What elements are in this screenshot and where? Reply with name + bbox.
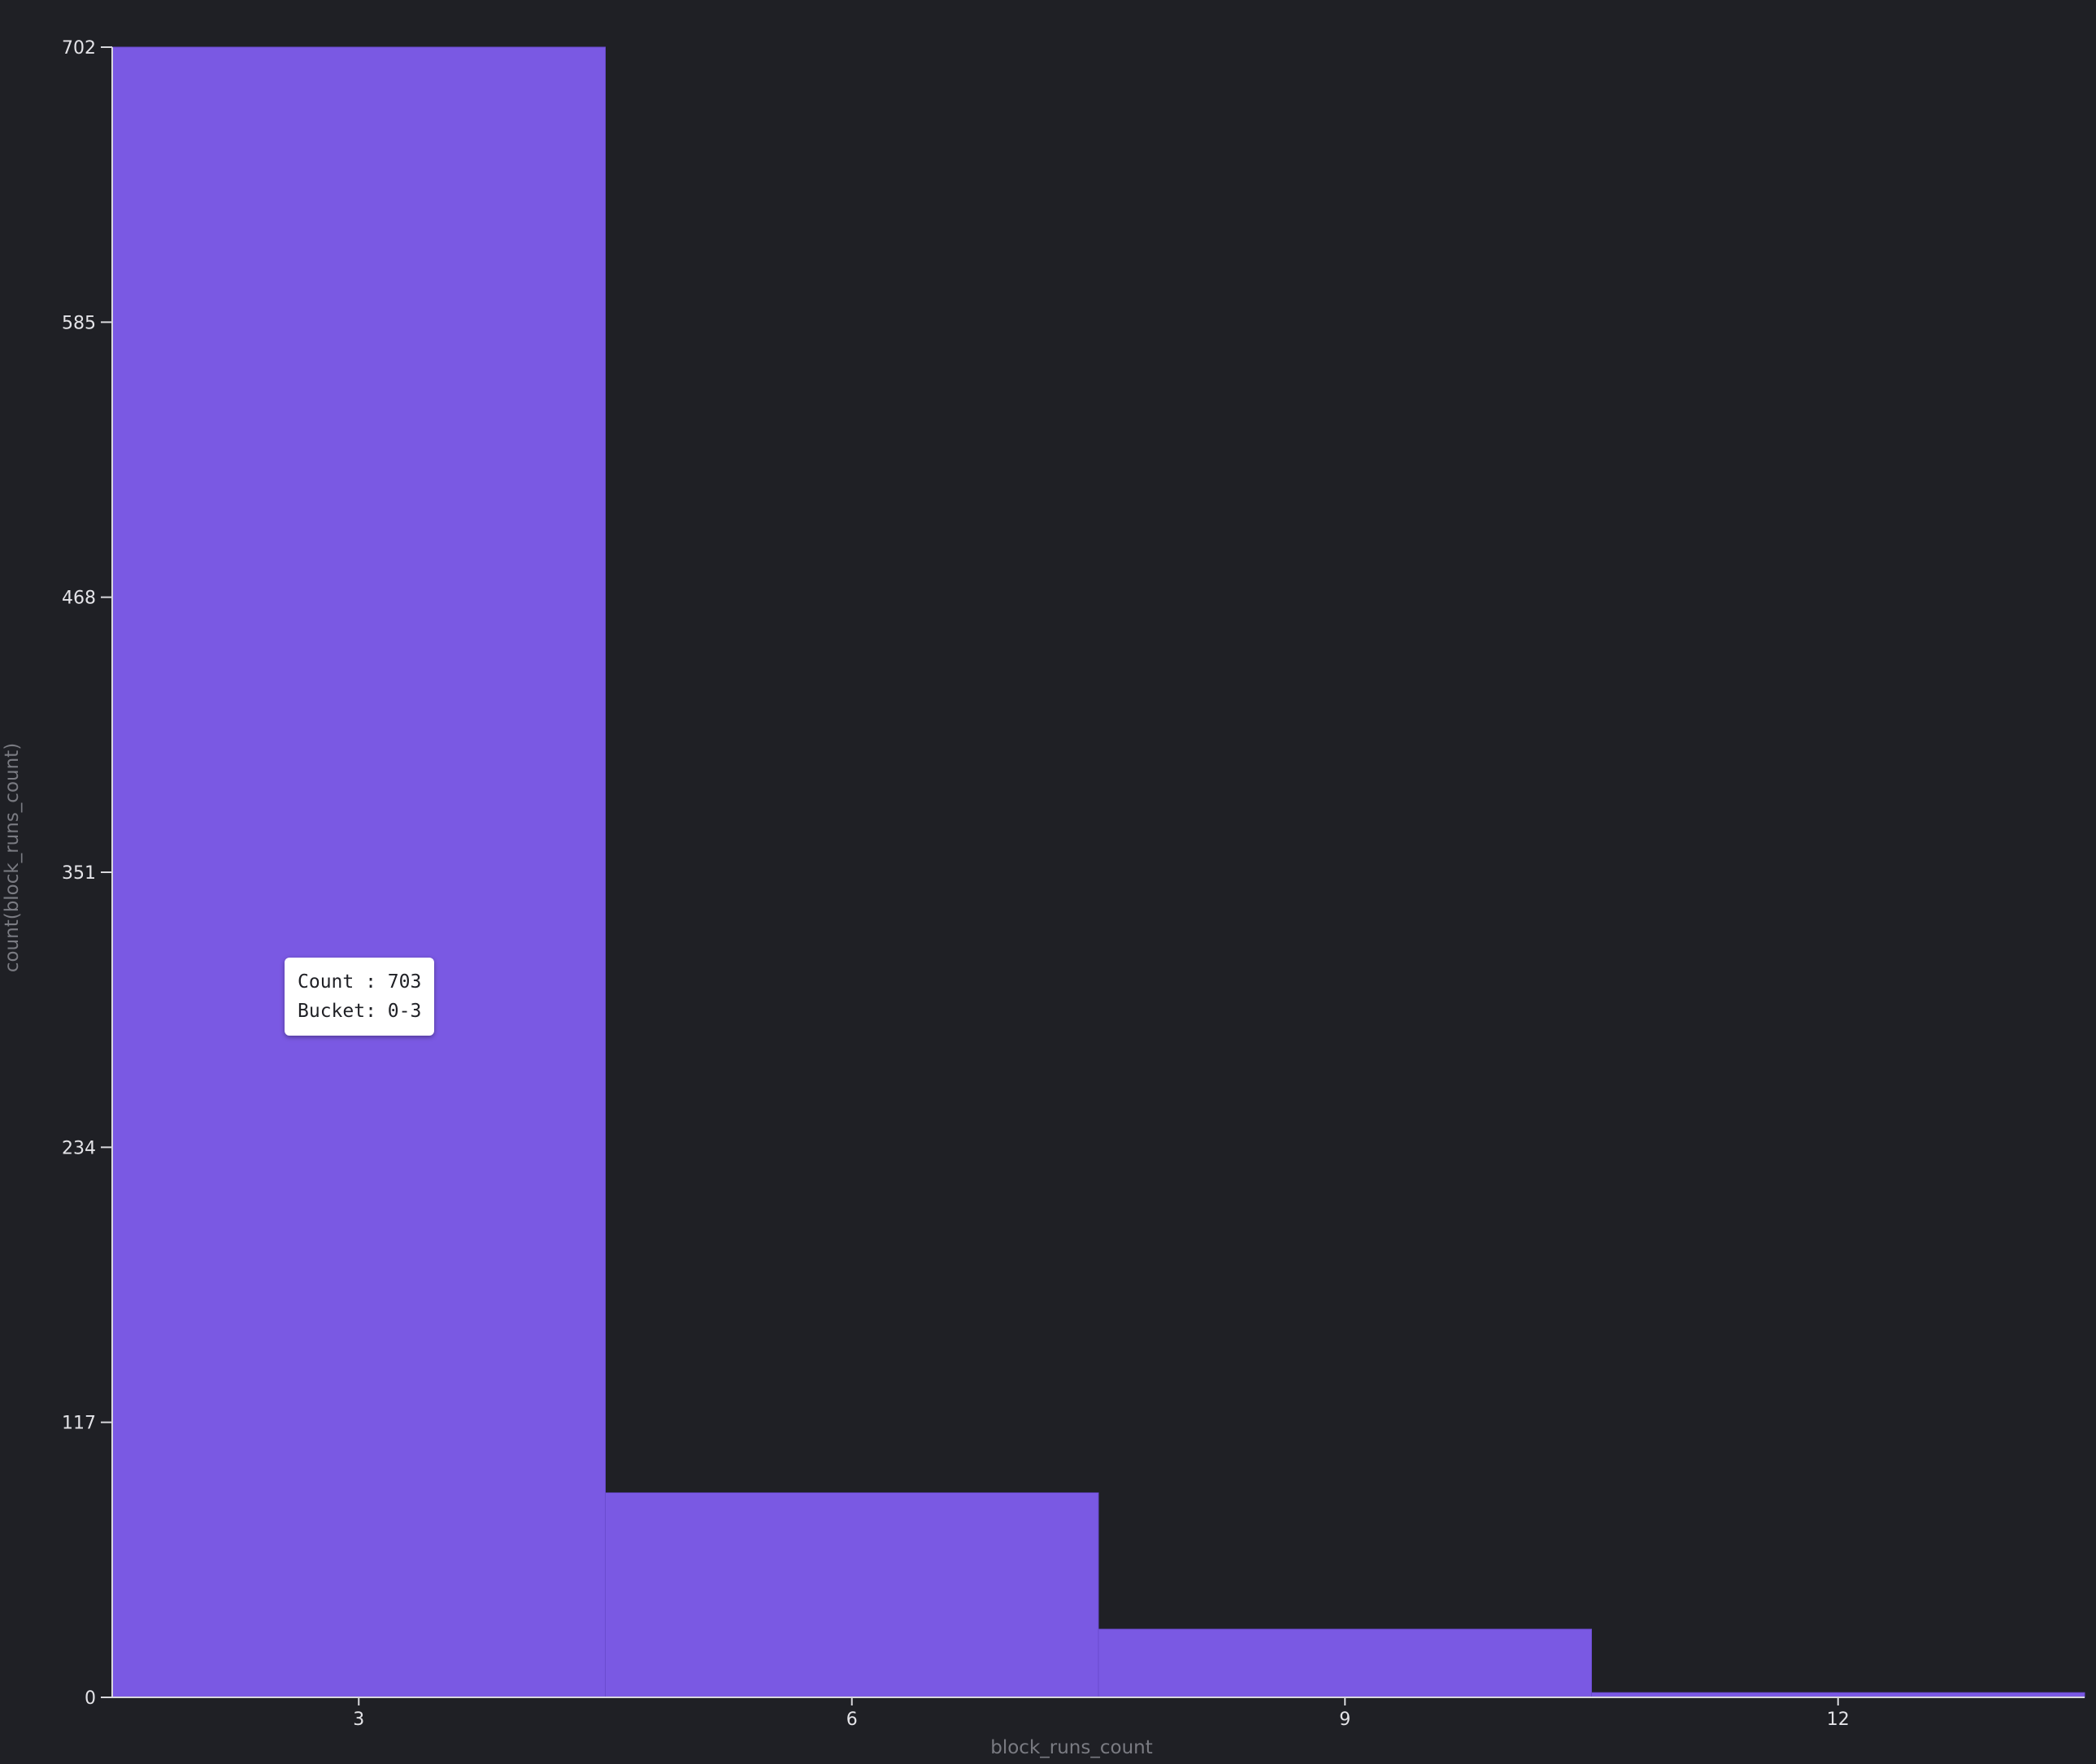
tooltip-count: Count : 703 [298, 971, 422, 993]
y-tick-label: 0 [85, 1688, 96, 1709]
x-axis-title: block_runs_count [990, 1737, 1153, 1758]
x-tick-label: 3 [353, 1710, 364, 1730]
axes-layer: 0 117 234 351 468 585 702 3 6 9 12 [62, 38, 2085, 1730]
histogram-bar-3[interactable] [1098, 1628, 1592, 1698]
histogram-bar-1[interactable] [111, 46, 606, 1698]
bar-tooltip: Count : 703 Bucket: 0-3 [285, 958, 435, 1036]
x-tick-label: 9 [1339, 1710, 1350, 1730]
bars-layer [111, 46, 2085, 1698]
y-tick-label: 585 [62, 313, 96, 333]
y-tick-label: 117 [62, 1414, 96, 1434]
x-tick-label: 6 [846, 1710, 858, 1730]
histogram-bar-2[interactable] [605, 1492, 1099, 1698]
y-tick-label: 234 [62, 1138, 96, 1158]
tooltip-bucket: Bucket: 0-3 [298, 1001, 422, 1022]
y-axis-title: count(block_runs_count) [2, 743, 23, 972]
y-tick-label: 468 [62, 589, 96, 609]
y-tick-label: 702 [62, 38, 96, 59]
x-tick-label: 12 [1827, 1710, 1850, 1730]
y-tick-label: 351 [62, 863, 96, 884]
